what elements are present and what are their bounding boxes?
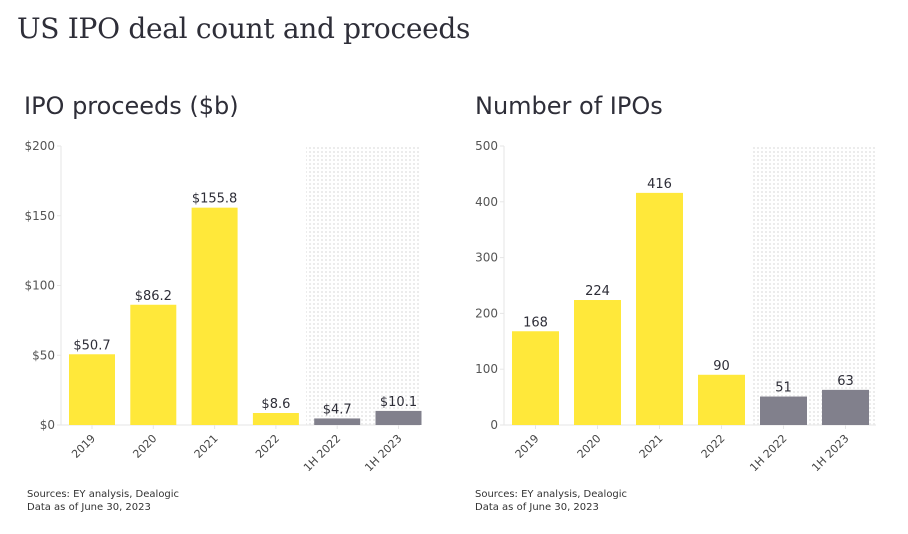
highlight-region (306, 146, 420, 425)
x-tick-label: 1H 2023 (809, 432, 851, 474)
data-label: 51 (775, 381, 792, 396)
proceeds-bar-chart: $0$50$100$150$200$50.72019$86.22020$155.… (24, 139, 422, 474)
data-label: $4.7 (323, 402, 352, 417)
bar-1h-2022 (314, 418, 361, 425)
x-tick-label: 2020 (575, 432, 604, 461)
data-label: 63 (837, 374, 854, 389)
bar-2021 (636, 192, 683, 425)
x-tick-label: 2019 (513, 432, 542, 461)
x-tick-label: 1H 2022 (747, 432, 789, 474)
source-line: Sources: EY analysis, Dealogic (27, 489, 180, 500)
source-line: Sources: EY analysis, Dealogic (475, 489, 628, 500)
chart-title-ipo-count: Number of IPOs (475, 92, 663, 120)
y-tick-label: 300 (475, 251, 498, 265)
y-tick-label: $0 (40, 418, 55, 432)
data-label: $155.8 (192, 192, 238, 207)
data-date-line: Data as of June 30, 2023 (475, 502, 599, 513)
y-tick-label: $50 (32, 348, 55, 362)
source-note-ipo-count: Sources: EY analysis, Dealogic Data as o… (475, 488, 627, 514)
chart-title-proceeds: IPO proceeds ($b) (24, 92, 239, 120)
data-label: 168 (523, 315, 548, 330)
bar-2019 (512, 331, 559, 425)
bar-2019 (69, 354, 115, 425)
bar-2020 (574, 300, 621, 425)
bar-2021 (191, 207, 238, 425)
y-tick-label: 200 (475, 306, 498, 320)
highlight-region (753, 146, 876, 425)
y-tick-label: 0 (490, 418, 498, 432)
page-title: US IPO deal count and proceeds (17, 12, 471, 45)
data-date-line: Data as of June 30, 2023 (27, 502, 151, 513)
y-tick-label: $150 (24, 209, 55, 223)
bar-2022 (698, 374, 745, 425)
x-tick-label: 2022 (699, 432, 728, 461)
data-label: $10.1 (380, 395, 417, 410)
data-label: 224 (585, 284, 610, 299)
x-tick-label: 2021 (637, 432, 666, 461)
y-tick-label: 100 (475, 362, 498, 376)
ipo-count-bar-chart: 0 100 200 300 400 500 168 2019 224 2020 416 2021 90 2… (475, 139, 876, 474)
y-tick-label: $100 (24, 279, 55, 293)
data-label: 90 (713, 359, 730, 374)
y-tick-label: 500 (475, 139, 498, 153)
bar-2020 (130, 304, 177, 425)
bar-1h-2022 (760, 396, 807, 425)
data-label: $50.7 (73, 338, 110, 353)
bar-1h-2023 (375, 410, 422, 425)
bar-1h-2023 (822, 389, 869, 425)
data-label: $86.2 (135, 289, 172, 304)
bar-2022 (252, 413, 299, 425)
data-label: 416 (647, 177, 672, 192)
source-note-proceeds: Sources: EY analysis, Dealogic Data as o… (27, 488, 179, 514)
y-tick-label: $200 (24, 139, 55, 153)
data-label: $8.6 (261, 397, 290, 412)
y-tick-label: 400 (475, 195, 498, 209)
